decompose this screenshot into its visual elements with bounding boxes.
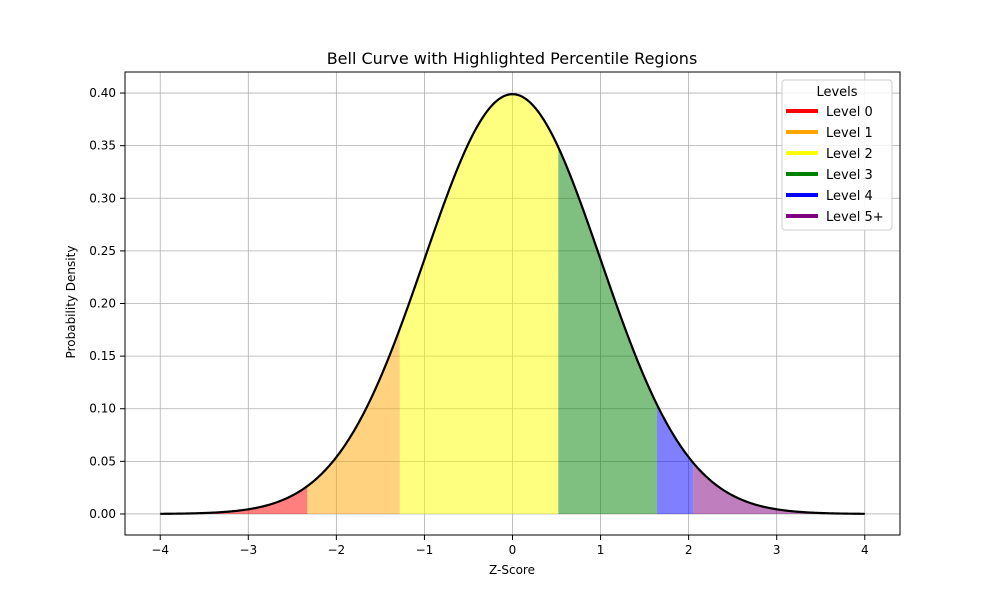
legend-entry-label: Level 5+ xyxy=(826,210,884,225)
x-tick-label: 2 xyxy=(685,543,693,557)
legend-entry-label: Level 0 xyxy=(826,105,873,120)
x-tick-label: 1 xyxy=(597,543,605,557)
legend-entry-label: Level 3 xyxy=(826,168,873,183)
x-axis-label: Z-Score xyxy=(489,563,535,577)
region-level-1 xyxy=(307,328,400,514)
y-tick-label: 0.40 xyxy=(89,86,116,100)
legend: Levels Level 0 Level 1 Level 2 Level 3 Level … xyxy=(781,79,893,231)
y-tick-label: 0.00 xyxy=(89,507,116,521)
y-tick-label: 0.25 xyxy=(89,244,116,258)
x-tick-label: 0 xyxy=(509,543,517,557)
x-tick-label: −2 xyxy=(328,543,346,557)
region-level-3 xyxy=(558,147,657,514)
x-tick-label: −1 xyxy=(416,543,434,557)
region-level-2 xyxy=(399,94,559,514)
legend-title: Levels xyxy=(816,85,857,100)
region-level-4 xyxy=(656,404,694,514)
legend-entry-label: Level 4 xyxy=(826,189,873,204)
plot-area: −4 −3 −2 −1 0 1 2 3 4 0.00 0.05 0.10 0.15 0.20 0.25 0.3… xyxy=(89,71,901,557)
y-tick-label: 0.20 xyxy=(89,297,116,311)
legend-entry-label: Level 2 xyxy=(826,147,873,162)
x-tick-label: −4 xyxy=(151,543,169,557)
x-tick-label: −3 xyxy=(239,543,257,557)
x-tick-label: 3 xyxy=(773,543,781,557)
region-level-5 xyxy=(693,462,865,514)
y-tick-label: 0.15 xyxy=(89,349,116,363)
chart-title: Bell Curve with Highlighted Percentile R… xyxy=(327,49,698,68)
legend-entry-label: Level 1 xyxy=(826,126,873,141)
x-tick-label: 4 xyxy=(861,543,869,557)
legend-box xyxy=(781,79,893,231)
y-tick-label: 0.35 xyxy=(89,139,116,153)
y-tick-label: 0.05 xyxy=(89,454,116,468)
region-level-0 xyxy=(160,486,308,514)
y-tick-label: 0.30 xyxy=(89,191,116,205)
y-axis-label: Probability Density xyxy=(64,246,78,359)
bell-curve-line xyxy=(160,93,865,515)
y-tick-label: 0.10 xyxy=(89,402,116,416)
